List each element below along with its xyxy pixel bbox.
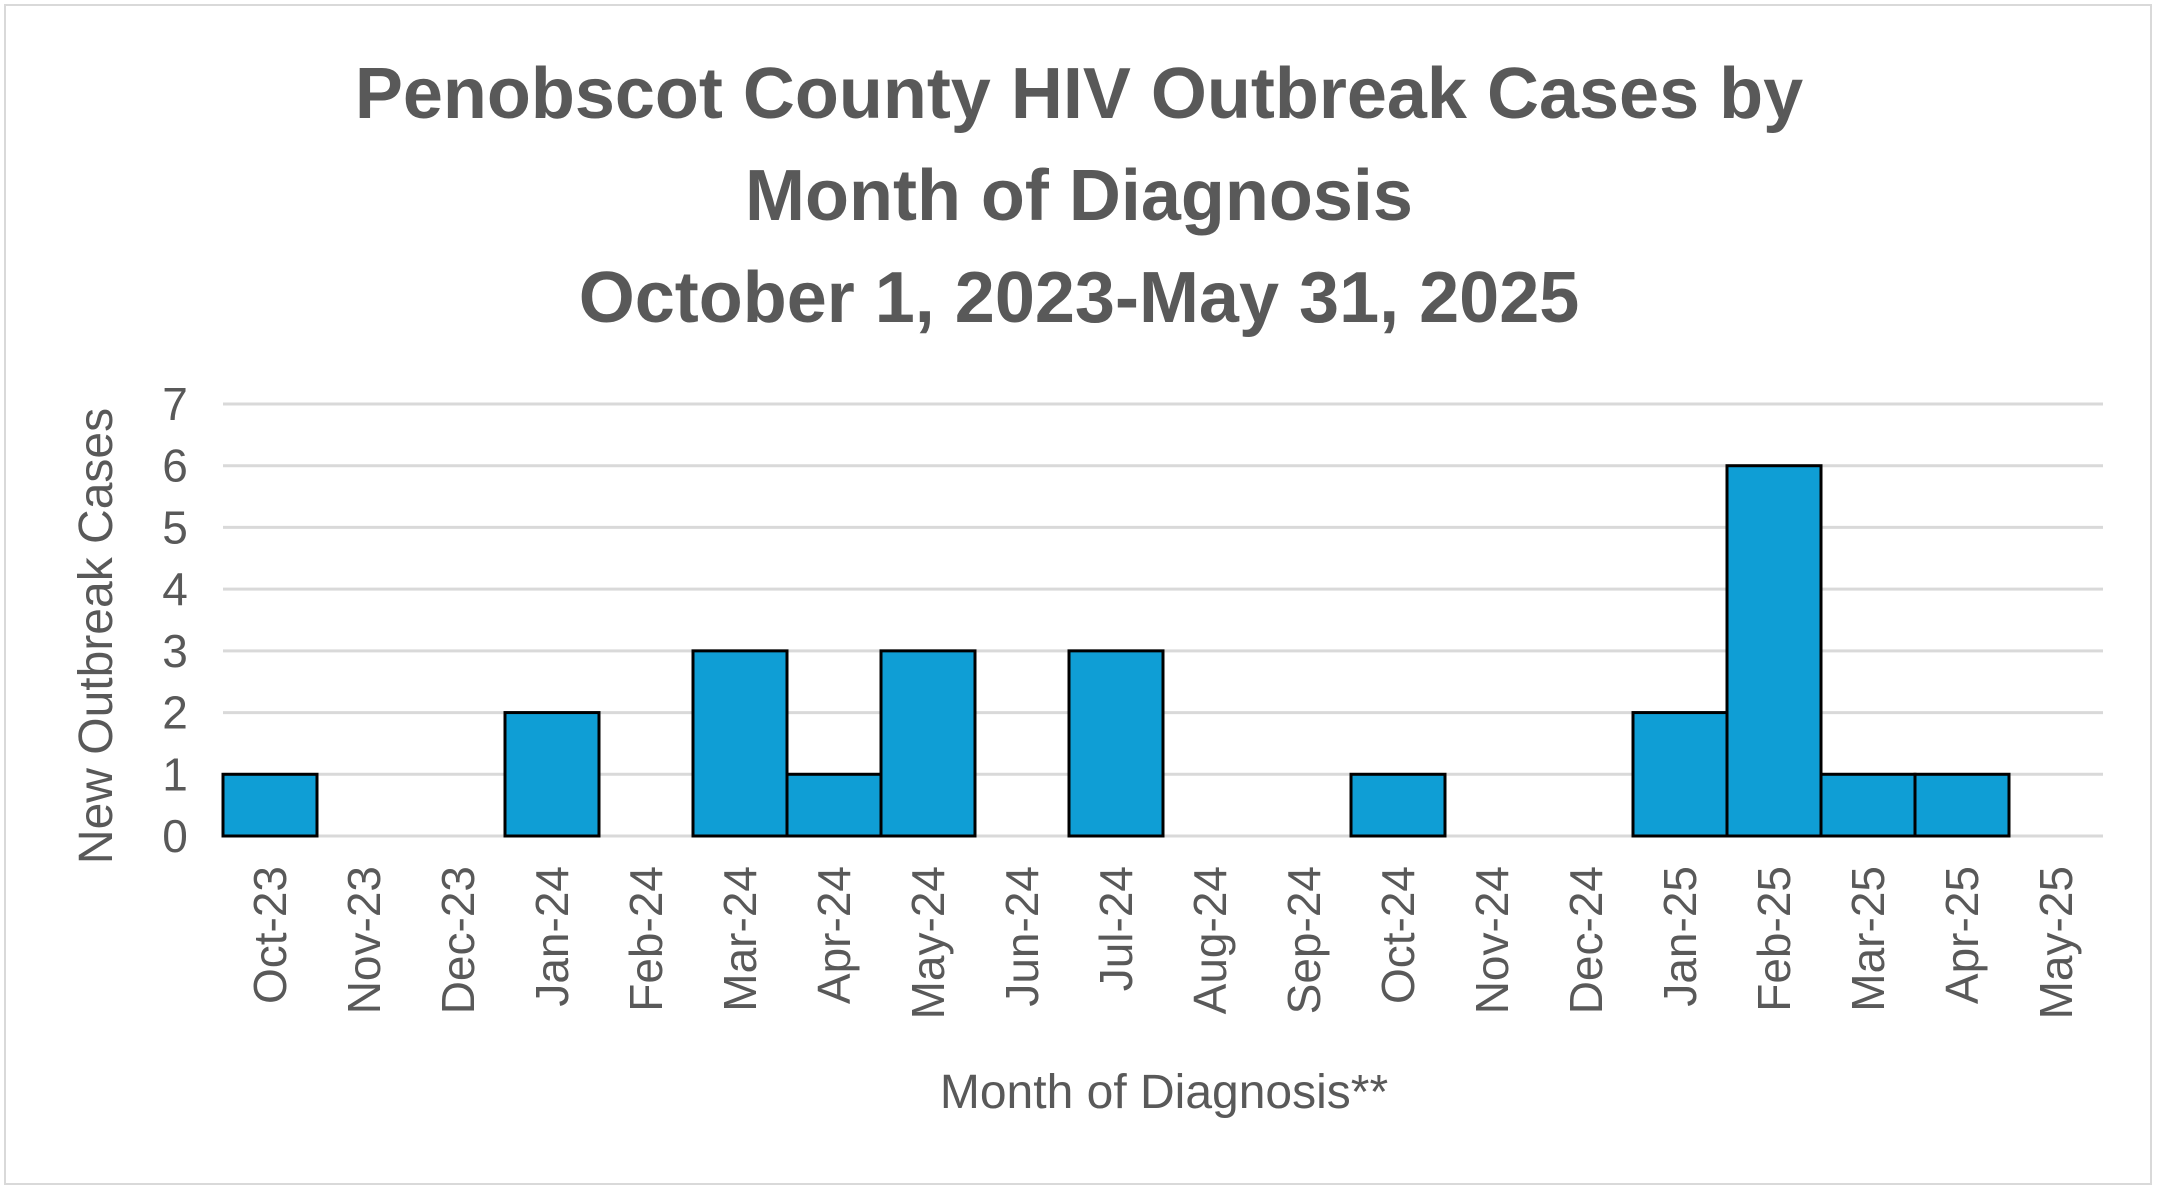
bar: [221, 772, 319, 838]
x-tick-label: Feb-25: [1748, 866, 1800, 1012]
x-tick-label: Nov-24: [1466, 866, 1518, 1014]
x-tick-label: Jan-24: [526, 866, 578, 1007]
x-tick-label: Feb-24: [620, 866, 672, 1012]
x-tick-label: Jan-25: [1654, 866, 1706, 1007]
x-tick-label: Oct-23: [244, 866, 296, 1004]
y-axis-title: New Outbreak Cases: [70, 408, 123, 864]
x-tick-label: Mar-25: [1842, 866, 1894, 1012]
bar: [1913, 772, 2011, 838]
y-tick-label: 2: [162, 687, 188, 739]
x-tick-label: Jul-24: [1090, 866, 1142, 991]
x-tick-label: Oct-24: [1372, 866, 1424, 1004]
x-tick-label: Mar-24: [714, 866, 766, 1012]
x-tick-label: Jun-24: [996, 866, 1048, 1007]
x-tick-label: Apr-25: [1936, 866, 1988, 1004]
bar: [879, 649, 977, 838]
y-tick-label: 6: [162, 440, 188, 492]
x-tick-label: Apr-24: [808, 866, 860, 1004]
bar: [1349, 772, 1447, 838]
y-tick-label: 4: [162, 563, 188, 615]
bars: [221, 464, 2011, 838]
x-tick-label: May-25: [2030, 866, 2082, 1019]
bar: [1631, 711, 1729, 838]
chart-title-line-2: Month of Diagnosis: [745, 156, 1413, 236]
bar: [691, 649, 789, 838]
y-tick-label: 1: [162, 748, 188, 800]
bar: [1067, 649, 1165, 838]
bar: [503, 711, 601, 838]
bar: [1725, 464, 1823, 838]
y-tick-label: 7: [162, 378, 188, 430]
x-tick-label: May-24: [902, 866, 954, 1019]
x-tick-label: Sep-24: [1278, 866, 1330, 1014]
bar: [1819, 772, 1917, 838]
x-tick-labels: Oct-23 Nov-23 Dec-23 Jan-24 Feb-24 Mar-24 Apr-…: [244, 866, 2082, 1019]
y-tick-label: 0: [162, 810, 188, 862]
chart-title-line-3: October 1, 2023-May 31, 2025: [578, 258, 1580, 338]
y-tick-label: 5: [162, 501, 188, 553]
x-axis-title: Month of Diagnosis**: [940, 1066, 1388, 1119]
x-tick-label: Aug-24: [1184, 866, 1236, 1014]
x-tick-label: Dec-24: [1560, 866, 1612, 1014]
x-tick-label: Nov-23: [338, 866, 390, 1014]
bar: [785, 772, 883, 838]
chart-title-line-1: Penobscot County HIV Outbreak Cases by: [354, 54, 1804, 134]
y-tick-labels: 0 1 2 3 4 5 6 7: [162, 378, 188, 862]
y-tick-label: 3: [162, 625, 188, 677]
x-tick-label: Dec-23: [432, 866, 484, 1014]
